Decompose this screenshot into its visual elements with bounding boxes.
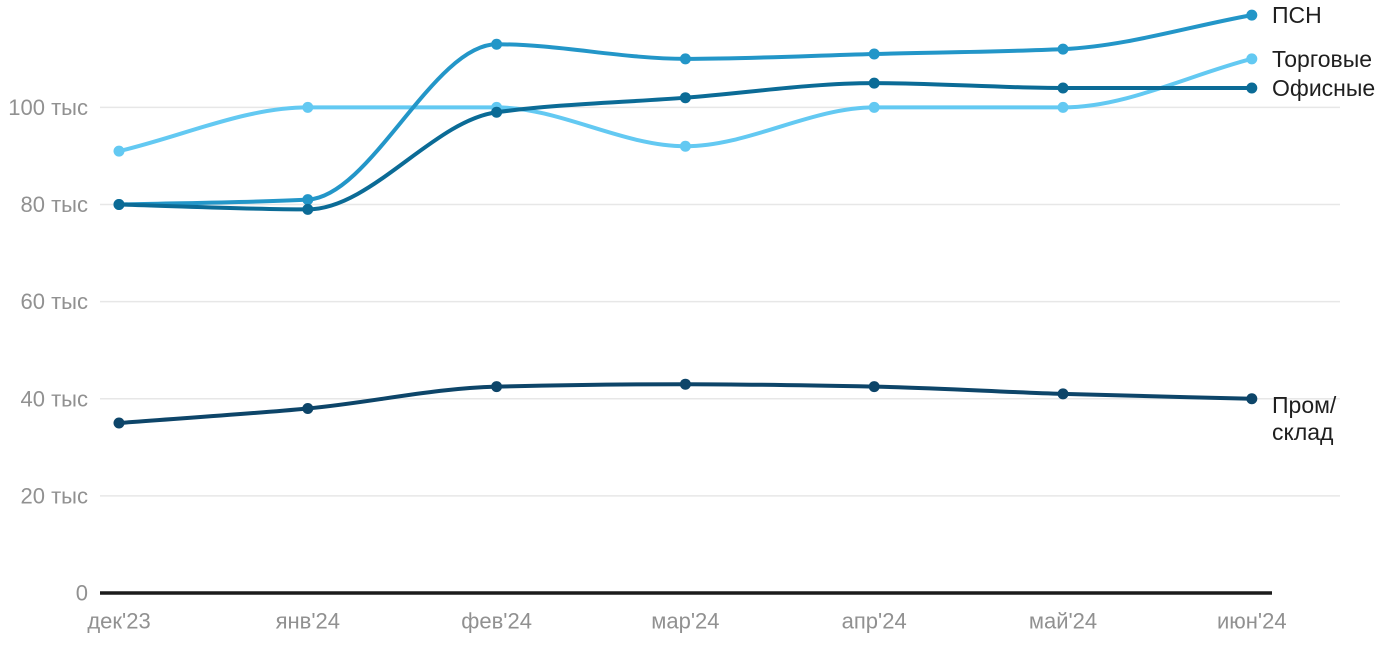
data-point-marker bbox=[1246, 393, 1258, 405]
series-label: Офисные bbox=[1272, 75, 1375, 101]
data-point-marker bbox=[868, 381, 880, 393]
series-line bbox=[117, 56, 1254, 154]
x-tick-label: июн'24 bbox=[1217, 609, 1287, 634]
y-tick-label: 80 тыс bbox=[21, 192, 88, 217]
x-tick-label: дек'23 bbox=[87, 609, 150, 634]
data-point-marker bbox=[302, 101, 314, 113]
x-tick-label: янв'24 bbox=[276, 609, 340, 634]
series-label: Пром/ bbox=[1272, 392, 1337, 418]
series-label: склад bbox=[1272, 419, 1334, 445]
data-point-marker bbox=[491, 381, 503, 393]
data-point-marker bbox=[1057, 101, 1069, 113]
x-tick-label: фев'24 bbox=[461, 609, 532, 634]
data-point-marker bbox=[1246, 82, 1258, 94]
data-point-marker bbox=[1057, 43, 1069, 55]
data-point-marker bbox=[491, 106, 503, 118]
y-tick-label: 20 тыс bbox=[21, 483, 88, 508]
data-point-marker bbox=[868, 101, 880, 113]
y-tick-label: 60 тыс bbox=[21, 289, 88, 314]
x-tick-label: мар'24 bbox=[651, 609, 719, 634]
data-point-marker bbox=[113, 199, 125, 211]
data-point-marker bbox=[1246, 53, 1258, 65]
series-label: Торговые bbox=[1272, 46, 1372, 72]
data-point-marker bbox=[679, 378, 691, 390]
data-point-marker bbox=[491, 38, 503, 50]
data-point-marker bbox=[113, 145, 125, 157]
data-point-marker bbox=[868, 48, 880, 60]
y-tick-label: 40 тыс bbox=[21, 386, 88, 411]
data-point-marker bbox=[302, 203, 314, 215]
data-point-marker bbox=[1057, 82, 1069, 94]
series-label: ПСН bbox=[1272, 2, 1322, 28]
data-point-marker bbox=[113, 417, 125, 429]
series-line bbox=[117, 382, 1254, 426]
data-point-marker bbox=[868, 77, 880, 89]
x-tick-label: апр'24 bbox=[842, 609, 907, 634]
data-point-marker bbox=[679, 140, 691, 152]
data-point-marker bbox=[302, 402, 314, 414]
y-tick-label: 100 тыс bbox=[8, 95, 88, 120]
data-point-marker bbox=[679, 92, 691, 104]
data-point-marker bbox=[1057, 388, 1069, 400]
data-point-marker bbox=[679, 53, 691, 65]
x-tick-label: май'24 bbox=[1029, 609, 1097, 634]
data-point-marker bbox=[1246, 9, 1258, 21]
y-tick-label: 0 bbox=[76, 581, 88, 606]
data-point-marker bbox=[302, 194, 314, 206]
